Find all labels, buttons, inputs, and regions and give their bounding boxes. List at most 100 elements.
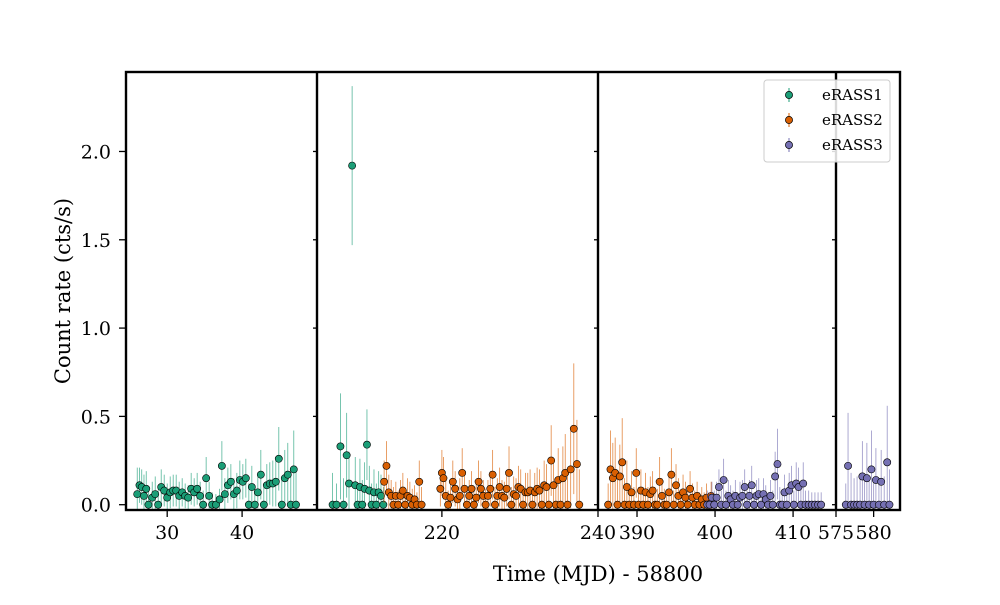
erass1-point [277,500,286,509]
erass2-point [495,483,504,491]
legend: eRASS1 eRASS2 eRASS3 [763,79,891,163]
erass1-point [336,442,345,451]
erass1-point [256,470,265,479]
erass2-point [417,500,426,509]
erass2-point [622,483,631,491]
erass2-point [484,491,492,500]
erass1-point [142,484,151,493]
erass1-point [232,486,241,495]
erass1-point [217,461,226,470]
erass3-point [719,476,728,484]
erass1-point [274,454,283,463]
erass2-point [519,500,527,509]
erass3-point [773,460,782,468]
erass2-point [486,484,495,493]
erass2-point [472,493,481,502]
erass3-point [712,493,721,502]
erass3-point [844,461,852,470]
erass1-point [202,474,211,483]
x-tick-label: 410 [775,522,811,544]
erass3-point [743,500,751,509]
erass3-point [877,477,886,486]
erass2-point [439,474,448,483]
erass1-point [196,491,205,500]
erass3-point [771,472,780,481]
erass1-point [342,451,351,460]
erass2-point [462,500,471,509]
erass2-point [444,500,453,509]
erass2-point [502,484,511,493]
erass2-point [455,491,464,500]
erass2-point [566,465,575,474]
erass2-point [667,470,676,479]
erass2-point [644,500,652,509]
x-tick-label: 575 [818,522,854,544]
erass2-point [683,500,692,509]
erass2-point [436,484,445,493]
erass1-point [151,490,160,499]
erass2-point [469,500,478,509]
legend-label-erass3: eRASS3 [822,136,883,154]
erass3-point [766,491,775,500]
erass1-point [241,474,250,483]
erass2-point [458,469,467,477]
y-tick-label: 0.5 [81,406,111,428]
erass1-point [271,477,280,486]
erass1-point [250,500,259,509]
erass2-point [398,486,407,495]
erass1-point [348,161,357,170]
erass3-point [862,474,871,483]
y-axis-label: Count rate (cts/s) [51,198,75,384]
erass2-point [448,477,457,486]
erass1-point [193,484,202,493]
panel-3-data [604,418,826,510]
erass1-point [199,500,208,509]
erass3-point [715,483,723,491]
x-tick-label: 400 [697,522,733,544]
erass1-point [379,500,388,509]
x-tick-label: 220 [424,522,460,544]
erass2-point [537,500,546,509]
erass2-point [676,500,685,509]
erass2-point [653,500,662,509]
erass2-point [477,484,485,493]
erass3-point [799,479,808,488]
erass2-point [535,486,544,495]
plot-frame [124,70,902,512]
erass2-point [681,493,690,502]
erass2-point [632,469,641,477]
erass3-point [885,500,894,509]
erass2-point [542,483,551,491]
erass3-point [747,481,756,490]
erass1-point [215,495,224,504]
erass1-point [283,470,292,479]
legend-entry-erass1: eRASS1 [785,86,883,104]
erass2-point [556,500,565,509]
erass2-point [547,456,556,465]
erass2-point [415,477,424,486]
erass2-point [563,500,572,509]
erass1-point [144,500,153,509]
legend-label-erass2: eRASS2 [822,111,883,129]
erass2-point [500,493,509,502]
erass2-point [488,470,497,479]
erass1-point [332,500,341,509]
panel-1-data [133,426,300,510]
y-tick-label: 1.5 [81,230,111,252]
erass2-point [672,481,680,490]
erass2-point [474,477,483,486]
erass1-point [140,491,148,500]
erass2-point [604,500,613,509]
erass2-point [648,486,657,495]
legend-marker-erass1 [785,91,793,99]
erass3-point [768,500,777,509]
axes-layer: 30 40 220 240 390 400 410 575 580 0.0 0.5 1.0 1.5 2.0 [81,70,902,544]
erass2-point [446,493,455,502]
erass3-point [750,500,758,509]
erass1-point [292,500,300,509]
legend-box [763,79,891,163]
erass1-point [372,500,381,509]
erass1-point [377,491,385,500]
erass2-point [615,472,624,481]
